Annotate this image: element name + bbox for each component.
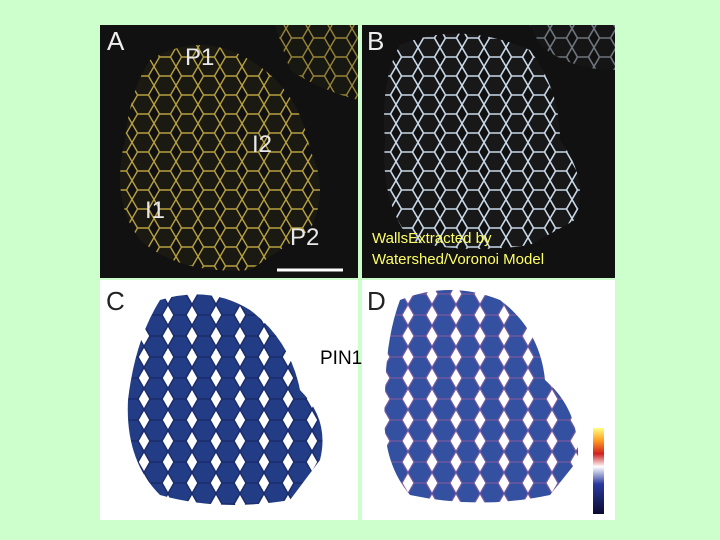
caption-line: Watershed/Voronoi Model [372,251,544,268]
pin1-image-c [127,294,323,505]
region-label: I1 [145,197,165,224]
tissue-image-b [384,33,580,249]
panel-label: D [367,286,386,316]
color-bar [593,428,604,514]
region-label: I2 [252,131,272,158]
pin1-image-d [384,290,579,503]
region-label: P1 [185,44,214,71]
panel-label: C [106,286,125,316]
tissue-image-a-neighbor [275,25,358,100]
panel-label: B [367,26,384,56]
panel-label: A [107,26,125,56]
tissue-image-b-neighbor [530,25,615,70]
marker-label: PIN1 [320,348,362,369]
caption-line: WallsExtracted by [372,230,492,247]
region-label: P2 [290,224,319,251]
tissue-image-a [120,45,320,271]
